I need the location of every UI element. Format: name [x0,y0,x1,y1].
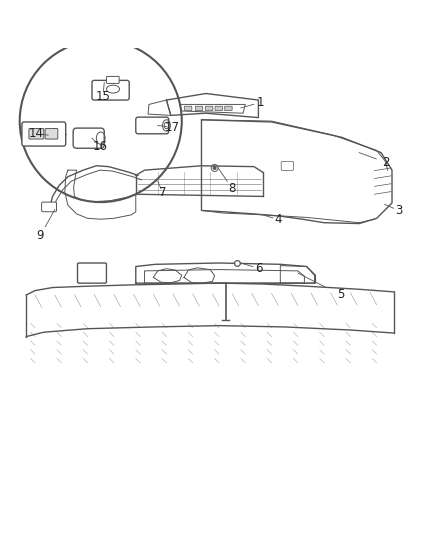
FancyBboxPatch shape [205,106,213,110]
FancyBboxPatch shape [195,106,203,110]
FancyBboxPatch shape [225,106,232,110]
FancyBboxPatch shape [45,128,58,139]
Text: 3: 3 [395,204,402,217]
Circle shape [236,262,239,265]
Circle shape [234,260,240,266]
FancyBboxPatch shape [281,161,293,171]
FancyBboxPatch shape [78,263,106,283]
Text: 16: 16 [92,140,107,152]
FancyBboxPatch shape [106,76,119,84]
FancyBboxPatch shape [29,128,44,139]
Text: 5: 5 [337,288,344,302]
Text: 14: 14 [28,127,43,140]
FancyBboxPatch shape [73,128,104,148]
Text: 17: 17 [164,120,179,134]
FancyBboxPatch shape [136,117,169,134]
FancyBboxPatch shape [92,80,129,100]
FancyBboxPatch shape [22,122,66,146]
FancyBboxPatch shape [184,106,192,110]
FancyBboxPatch shape [215,106,223,110]
Circle shape [213,167,216,169]
Text: 15: 15 [95,90,110,103]
Text: 8: 8 [229,182,236,195]
Text: 7: 7 [159,187,167,199]
Text: 4: 4 [274,213,282,226]
Text: 9: 9 [36,229,44,243]
Text: 6: 6 [255,262,263,275]
FancyBboxPatch shape [42,202,57,212]
Text: 2: 2 [381,156,389,169]
Text: 1: 1 [257,96,265,109]
